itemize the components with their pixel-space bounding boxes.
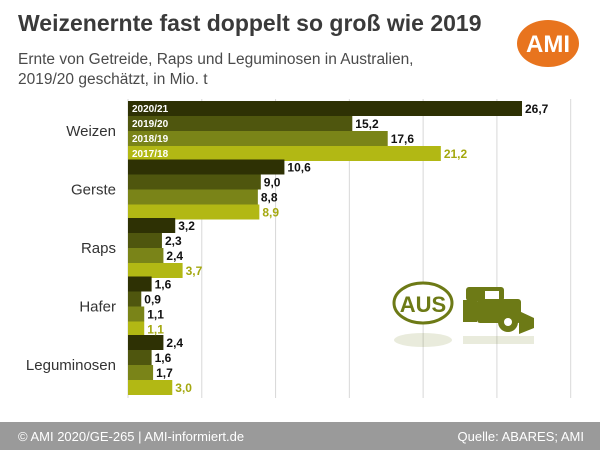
bar bbox=[128, 365, 154, 380]
value-label: 9,0 bbox=[264, 176, 281, 190]
category-label: Hafer bbox=[79, 299, 116, 316]
value-label: 3,2 bbox=[178, 219, 195, 233]
bar bbox=[128, 248, 164, 263]
value-label: 26,7 bbox=[525, 102, 549, 116]
series-label: 2018/19 bbox=[132, 134, 169, 145]
bars bbox=[128, 101, 522, 395]
bar bbox=[128, 380, 173, 395]
harvester-wheel-hub bbox=[504, 318, 512, 326]
bar bbox=[128, 263, 183, 278]
value-label: 1,7 bbox=[156, 366, 173, 380]
combine-harvester-icon bbox=[463, 287, 534, 344]
chart-subtitle-line-1: Ernte von Getreide, Raps und Leguminosen… bbox=[18, 51, 414, 68]
bar bbox=[128, 101, 522, 116]
value-label: 2,3 bbox=[165, 234, 182, 248]
bar bbox=[128, 276, 152, 292]
source-text: Quelle: ABARES; AMI bbox=[457, 429, 584, 444]
bar bbox=[128, 335, 164, 350]
category-label: Leguminosen bbox=[26, 357, 116, 374]
ami-logo-icon: AMI bbox=[517, 20, 579, 67]
bar bbox=[128, 174, 261, 190]
copyright-text: © AMI 2020/GE-265 | AMI-informiert.de bbox=[18, 429, 245, 444]
value-label: 1,1 bbox=[147, 323, 164, 337]
bar bbox=[128, 350, 152, 365]
value-label: 2,4 bbox=[166, 336, 183, 350]
bar bbox=[128, 146, 441, 161]
value-label: 8,9 bbox=[262, 206, 279, 220]
bar bbox=[128, 291, 142, 307]
chart-title: Weizenernte fast doppelt so groß wie 201… bbox=[18, 10, 482, 36]
value-label: 2,4 bbox=[166, 249, 183, 263]
bar bbox=[128, 306, 145, 322]
value-label: 8,8 bbox=[261, 191, 278, 205]
category-label: Raps bbox=[81, 240, 116, 257]
decoration: AUS bbox=[392, 281, 534, 347]
aus-badge-outline bbox=[392, 281, 454, 325]
value-label: 1,6 bbox=[155, 351, 172, 365]
series-label: 2017/18 bbox=[132, 149, 169, 160]
bar-chart: Weizen Gerste Raps Hafer Leguminosen 26,7 15,… bbox=[26, 99, 572, 398]
bar bbox=[128, 233, 162, 248]
value-label: 10,6 bbox=[287, 161, 311, 175]
value-label: 3,0 bbox=[175, 381, 192, 395]
aus-badge-reflection bbox=[394, 333, 452, 347]
value-label: 3,7 bbox=[186, 264, 203, 278]
harvester-rear bbox=[519, 311, 534, 334]
bar bbox=[128, 218, 176, 233]
aus-badge-icon: AUS bbox=[392, 281, 454, 347]
ami-logo-background bbox=[517, 20, 579, 67]
bar bbox=[128, 116, 353, 131]
aus-badge-text: AUS bbox=[400, 292, 446, 317]
value-label: 0,9 bbox=[144, 293, 161, 307]
category-label: Gerste bbox=[71, 182, 116, 199]
series-labels: 2020/21 2019/20 2018/19 2017/18 bbox=[132, 104, 169, 160]
bar bbox=[128, 159, 285, 175]
bar bbox=[128, 131, 388, 146]
value-label: 15,2 bbox=[355, 117, 379, 131]
harvester-window bbox=[485, 291, 499, 299]
category-labels: Weizen Gerste Raps Hafer Leguminosen bbox=[26, 123, 116, 374]
value-labels: 26,715,217,621,210,69,08,88,93,22,32,43,… bbox=[144, 102, 548, 395]
bar bbox=[128, 189, 258, 205]
footer: © AMI 2020/GE-265 | AMI-informiert.de Qu… bbox=[0, 422, 600, 450]
value-label: 17,6 bbox=[391, 132, 415, 146]
bar bbox=[128, 321, 145, 337]
value-label: 1,1 bbox=[147, 308, 164, 322]
bar bbox=[128, 204, 260, 220]
value-label: 1,6 bbox=[155, 278, 172, 292]
category-label: Weizen bbox=[66, 123, 116, 140]
chart-subtitle-line-2: 2019/20 geschätzt, in Mio. t bbox=[18, 71, 208, 88]
harvester-reflection bbox=[463, 336, 534, 344]
ami-logo-text: AMI bbox=[526, 31, 570, 58]
harvester-header bbox=[463, 300, 477, 322]
series-label: 2019/20 bbox=[132, 119, 169, 130]
value-label: 21,2 bbox=[444, 147, 468, 161]
series-label: 2020/21 bbox=[132, 104, 169, 115]
